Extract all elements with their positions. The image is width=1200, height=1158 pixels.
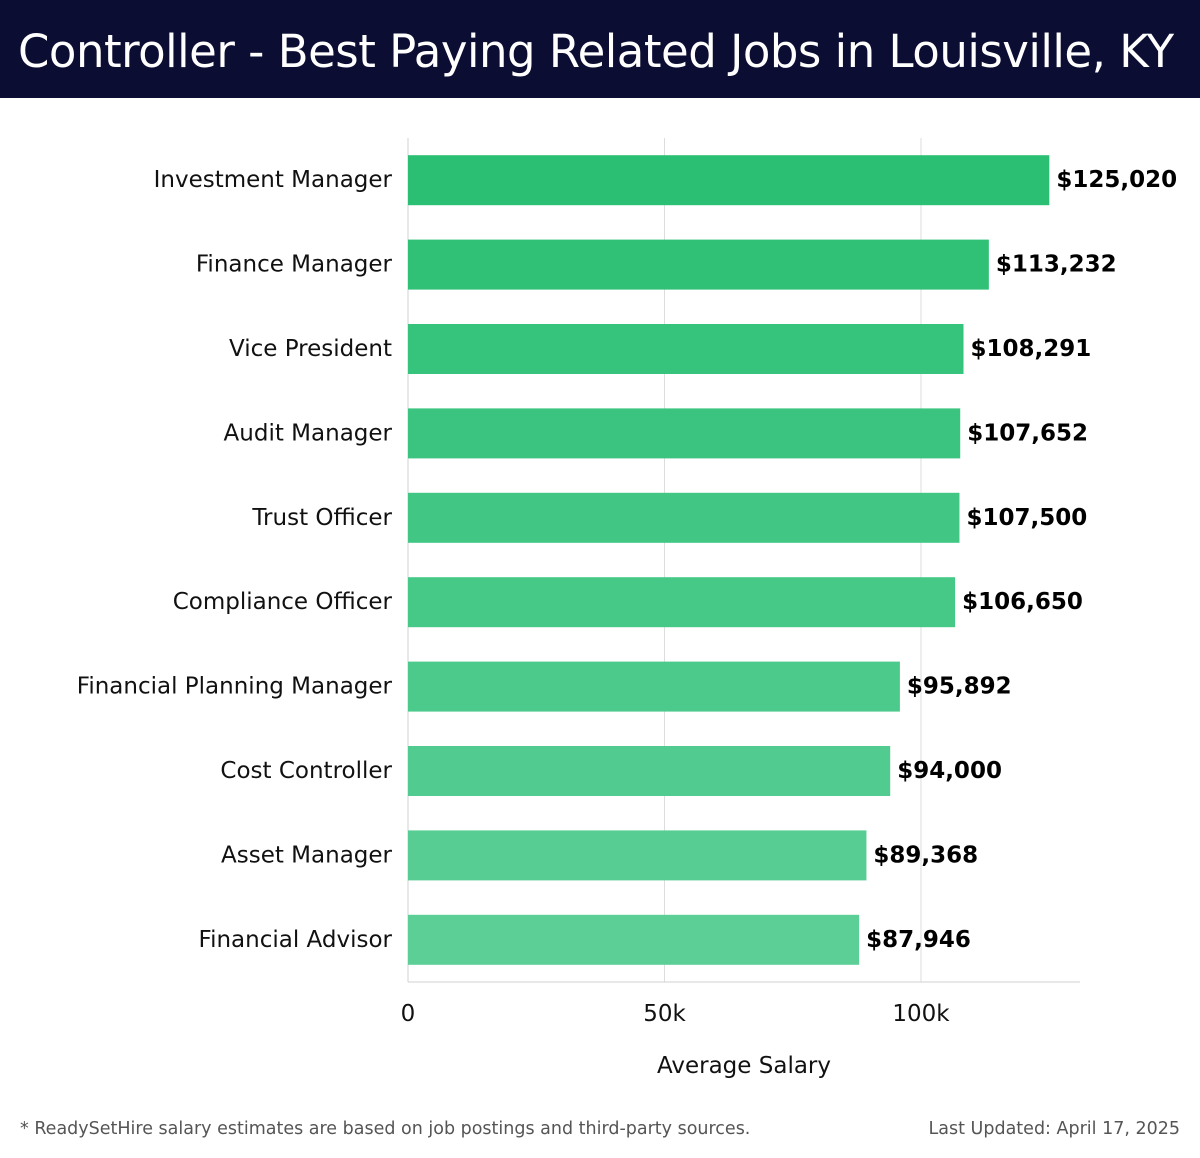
x-tick-label: 100k xyxy=(892,1001,950,1027)
bar xyxy=(408,324,964,374)
chart-title: Controller - Best Paying Related Jobs in… xyxy=(18,25,1174,78)
category-label: Cost Controller xyxy=(220,758,392,784)
bar xyxy=(408,661,900,712)
value-label: $107,500 xyxy=(966,505,1087,531)
value-label: $106,650 xyxy=(962,589,1083,615)
chart-header: Controller - Best Paying Related Jobs in… xyxy=(0,0,1200,98)
category-label: Trust Officer xyxy=(251,505,392,531)
category-label: Compliance Officer xyxy=(173,589,393,615)
value-label: $95,892 xyxy=(907,674,1012,700)
x-axis-title: Average Salary xyxy=(657,1053,831,1079)
bar xyxy=(408,577,956,628)
bar xyxy=(408,830,867,881)
bar xyxy=(408,239,989,290)
category-label: Vice President xyxy=(229,336,392,362)
category-label: Financial Advisor xyxy=(199,927,393,953)
value-label: $89,368 xyxy=(873,842,978,868)
last-updated: Last Updated: April 17, 2025 xyxy=(928,1119,1180,1139)
category-label: Financial Planning Manager xyxy=(77,674,393,700)
category-label: Asset Manager xyxy=(221,842,393,868)
category-label: Investment Manager xyxy=(154,167,393,193)
value-label: $125,020 xyxy=(1056,167,1177,193)
bar-chart: Investment Manager $125,020 Finance Manage… xyxy=(77,138,1177,1079)
category-label: Audit Manager xyxy=(224,420,393,446)
value-label: $108,291 xyxy=(971,336,1092,362)
category-label: Finance Manager xyxy=(196,252,393,278)
value-label: $87,946 xyxy=(866,927,971,953)
value-label: $113,232 xyxy=(996,252,1117,278)
bar xyxy=(408,492,960,543)
x-tick-label: 0 xyxy=(401,1001,416,1027)
bar xyxy=(408,746,891,796)
x-tick-label: 50k xyxy=(643,1001,686,1027)
bar xyxy=(408,914,860,965)
value-label: $94,000 xyxy=(897,758,1002,784)
bar xyxy=(408,155,1050,206)
value-label: $107,652 xyxy=(967,420,1088,446)
bar xyxy=(408,408,961,459)
footer-note: * ReadySetHire salary estimates are base… xyxy=(20,1119,751,1139)
